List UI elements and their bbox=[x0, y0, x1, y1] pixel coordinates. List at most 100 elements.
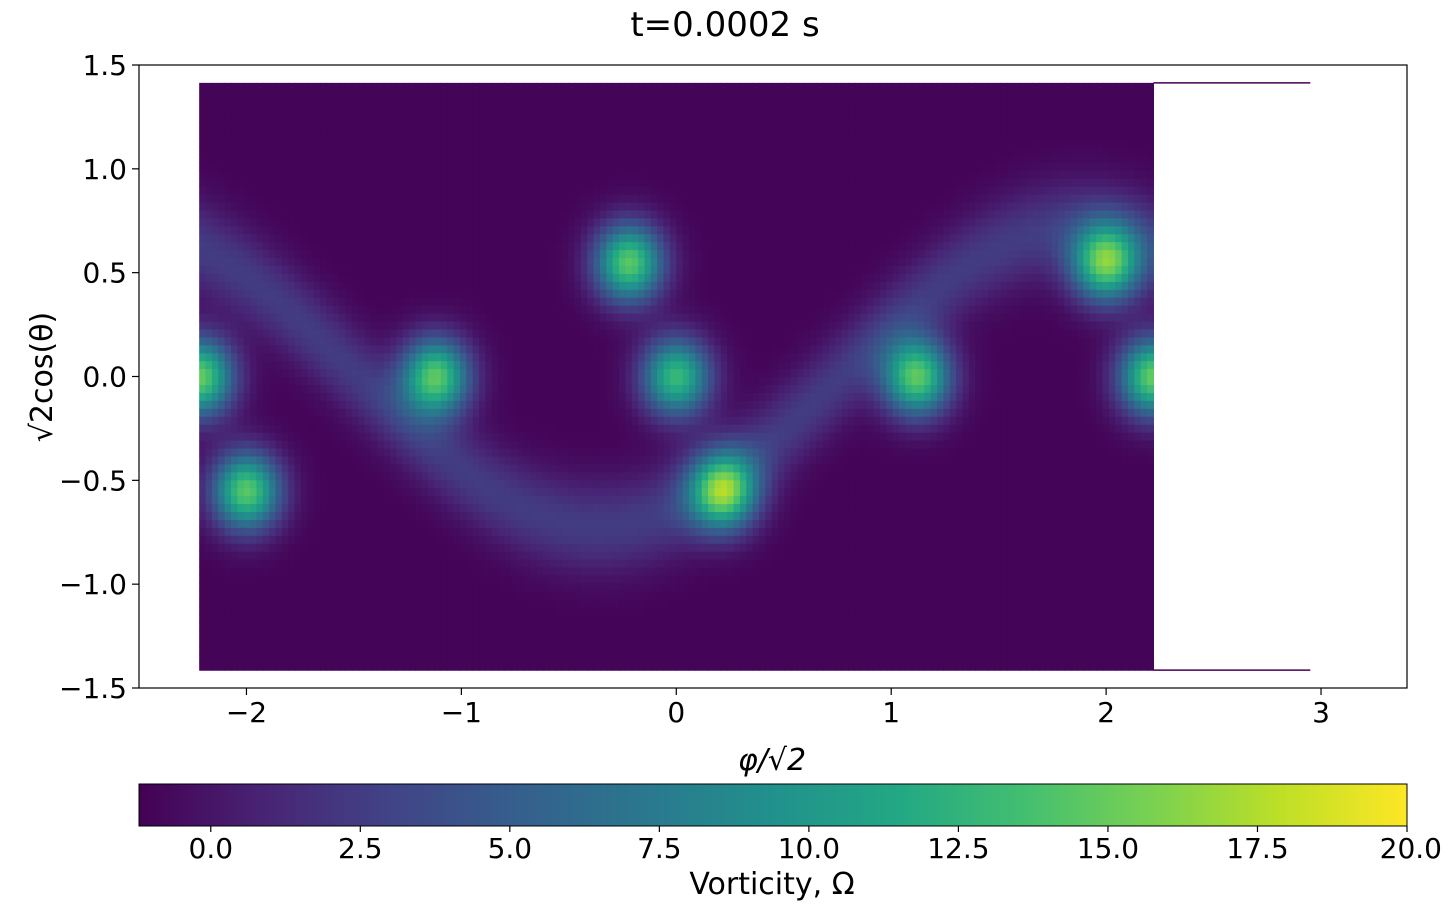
heatmap-cell bbox=[1013, 614, 1021, 624]
heatmap-cell bbox=[313, 646, 321, 655]
heatmap-cell bbox=[415, 519, 423, 528]
heatmap-cell bbox=[218, 662, 226, 671]
heatmap-cell bbox=[867, 424, 875, 433]
heatmap-cell bbox=[606, 511, 614, 520]
heatmap-cell bbox=[472, 527, 480, 536]
heatmap-cell bbox=[281, 654, 289, 663]
heatmap-cell bbox=[383, 614, 391, 624]
heatmap-cell bbox=[879, 479, 887, 489]
heatmap-cell bbox=[218, 582, 226, 592]
heatmap-cell bbox=[1089, 471, 1097, 481]
heatmap-cell bbox=[1115, 455, 1123, 465]
heatmap-cell bbox=[606, 598, 614, 608]
heatmap-cell bbox=[816, 535, 824, 544]
heatmap-cell bbox=[479, 654, 487, 663]
heatmap-cell bbox=[835, 503, 843, 513]
heatmap-cell bbox=[1038, 598, 1046, 608]
heatmap-cell bbox=[1147, 574, 1154, 584]
heatmap-cell bbox=[1000, 424, 1008, 433]
heatmap-cell bbox=[1070, 479, 1078, 489]
heatmap-cell bbox=[358, 471, 366, 481]
heatmap-cell bbox=[962, 606, 970, 616]
heatmap-cell bbox=[491, 495, 499, 505]
heatmap-cell bbox=[892, 519, 900, 528]
heatmap-cell bbox=[472, 551, 480, 560]
heatmap-cell bbox=[867, 535, 875, 544]
heatmap-cell bbox=[631, 590, 639, 600]
heatmap-cell bbox=[1089, 487, 1097, 497]
heatmap-cell bbox=[720, 574, 728, 584]
heatmap-cell bbox=[1115, 614, 1123, 624]
heatmap-cell bbox=[803, 503, 811, 513]
heatmap-cell bbox=[898, 447, 906, 457]
heatmap-cell bbox=[237, 598, 245, 608]
heatmap-cell bbox=[453, 614, 461, 624]
heatmap-cell bbox=[377, 551, 385, 560]
heatmap-cell bbox=[733, 551, 741, 560]
heatmap-cell bbox=[898, 503, 906, 513]
heatmap-cell bbox=[867, 551, 875, 560]
heatmap-cell bbox=[771, 535, 779, 544]
heatmap-cell bbox=[682, 662, 690, 671]
heatmap-cell bbox=[1121, 622, 1129, 632]
heatmap-cell bbox=[320, 559, 327, 568]
heatmap-cell bbox=[1115, 416, 1123, 425]
heatmap-cell bbox=[739, 551, 747, 560]
heatmap-cell bbox=[898, 519, 906, 528]
heatmap-cell bbox=[873, 416, 881, 425]
heatmap-cell bbox=[657, 463, 665, 473]
heatmap-cell bbox=[682, 622, 690, 632]
heatmap-cell bbox=[708, 598, 716, 608]
heatmap-cell bbox=[205, 503, 213, 513]
heatmap-cell bbox=[262, 606, 270, 616]
heatmap-cell bbox=[657, 662, 665, 671]
heatmap-cell bbox=[981, 598, 989, 608]
heatmap-cell bbox=[402, 598, 410, 608]
heatmap-cell bbox=[803, 566, 811, 576]
heatmap-cell bbox=[574, 511, 582, 520]
heatmap-cell bbox=[873, 598, 881, 608]
heatmap-cell bbox=[345, 455, 353, 465]
heatmap-cell bbox=[835, 527, 843, 536]
heatmap-cell bbox=[1019, 646, 1027, 655]
heatmap-cell bbox=[358, 646, 366, 655]
heatmap-cell bbox=[351, 614, 359, 624]
heatmap-cell bbox=[619, 519, 626, 528]
heatmap-cell bbox=[307, 503, 315, 513]
heatmap-cell bbox=[1134, 582, 1142, 592]
heatmap-cell bbox=[1051, 590, 1059, 600]
heatmap-cell bbox=[1096, 598, 1104, 608]
heatmap-cell bbox=[911, 606, 919, 616]
heatmap-cell bbox=[758, 590, 766, 600]
heatmap-cell bbox=[905, 566, 913, 576]
heatmap-cell bbox=[714, 654, 722, 663]
heatmap-cell bbox=[1121, 551, 1129, 560]
heatmap-cell bbox=[313, 519, 321, 528]
heatmap-cell bbox=[269, 503, 277, 513]
heatmap-cell bbox=[396, 527, 404, 536]
heatmap-cell bbox=[383, 439, 391, 449]
heatmap-cell bbox=[491, 424, 499, 433]
heatmap-cell bbox=[835, 614, 843, 624]
heatmap-cell bbox=[1127, 646, 1135, 655]
heatmap-cell bbox=[1134, 471, 1142, 481]
heatmap-cell bbox=[943, 551, 951, 560]
heatmap-cell bbox=[320, 455, 327, 465]
heatmap-cell bbox=[561, 463, 569, 473]
heatmap-cell bbox=[797, 559, 805, 568]
heatmap-cell bbox=[466, 527, 474, 536]
heatmap-cell bbox=[879, 439, 887, 449]
heatmap-cell bbox=[708, 495, 716, 505]
heatmap-cell bbox=[211, 432, 219, 441]
heatmap-cell bbox=[523, 543, 531, 552]
heatmap-cell bbox=[1026, 598, 1034, 608]
heatmap-cell bbox=[466, 638, 474, 647]
heatmap-cell bbox=[230, 487, 238, 497]
heatmap-cell bbox=[288, 503, 296, 513]
heatmap-cell bbox=[377, 479, 385, 489]
heatmap-cell bbox=[962, 479, 970, 489]
heatmap-cell bbox=[650, 622, 658, 632]
heatmap-cell bbox=[1045, 455, 1053, 465]
heatmap-cell bbox=[250, 471, 258, 481]
heatmap-cell bbox=[790, 424, 798, 433]
